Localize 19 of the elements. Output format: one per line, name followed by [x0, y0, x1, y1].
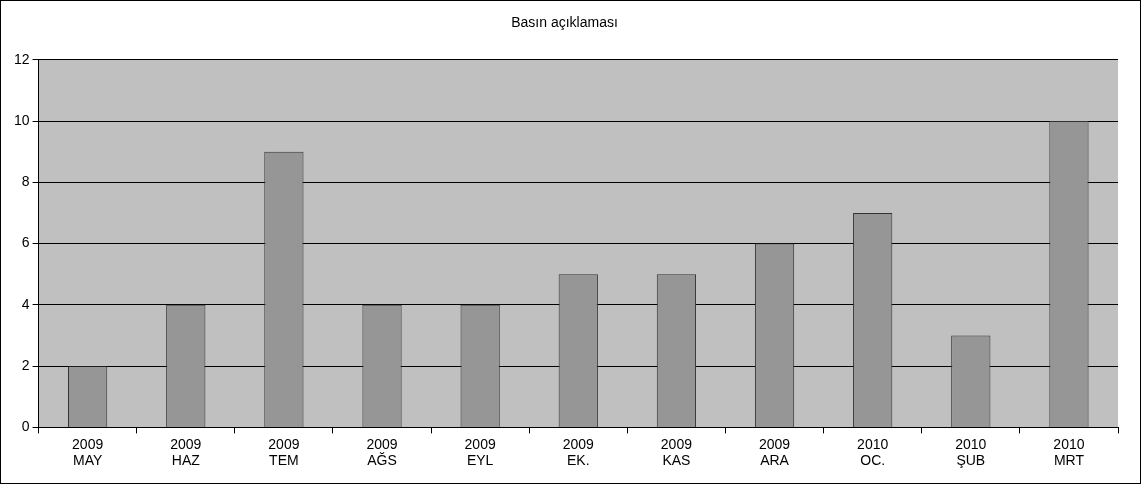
x-tick-label: 2009 EK. [562, 435, 595, 469]
y-tick-label: 6 [21, 234, 30, 251]
y-tick-label: 8 [21, 173, 30, 190]
x-tick-label: 2009 KAS [660, 435, 693, 469]
x-tick-label: 2009 MAY [72, 435, 104, 469]
y-tick-label: 12 [13, 50, 30, 67]
y-tick-label: 4 [21, 295, 30, 312]
x-tick-label: 2010 MRT [1053, 435, 1085, 469]
x-tick-label: 2009 EYL [464, 435, 496, 469]
x-tick-label: 2009 HAZ [170, 435, 202, 469]
x-tick-label: 2010 ŞUB [955, 435, 987, 469]
x-tick-label: 2009 AĞS [366, 435, 398, 469]
chart-title: Basın açıklaması [511, 14, 618, 31]
x-tick-label: 2010 OC. [857, 435, 889, 469]
y-tick-label: 2 [21, 356, 30, 373]
x-tick-label: 2009 ARA [758, 435, 791, 469]
x-tick-label: 2009 TEM [268, 435, 300, 469]
y-tick-label: 10 [13, 111, 30, 128]
y-tick-label: 0 [21, 418, 30, 435]
